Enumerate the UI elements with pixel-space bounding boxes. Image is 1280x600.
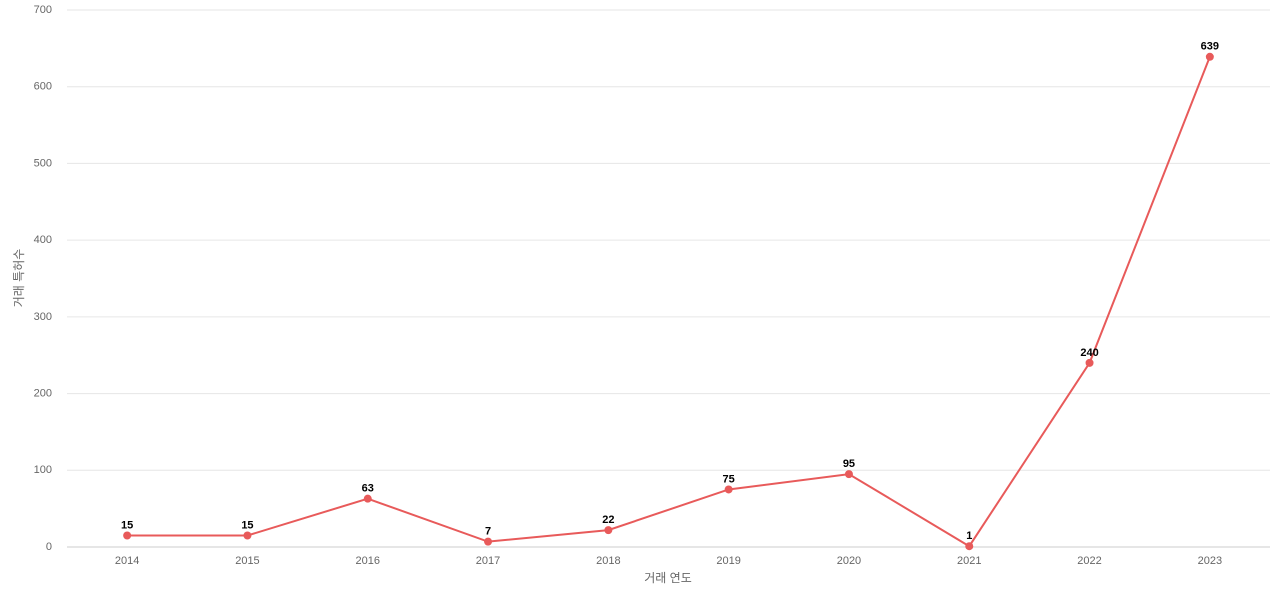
y-tick-label: 300 bbox=[34, 311, 52, 323]
x-tick-label: 2016 bbox=[356, 555, 380, 567]
x-tick-label: 2015 bbox=[235, 555, 259, 567]
y-axis-label: 거래 특허수 bbox=[12, 249, 26, 308]
value-label: 22 bbox=[602, 514, 614, 526]
line bbox=[127, 56, 1211, 548]
point bbox=[965, 542, 974, 551]
value-label: 63 bbox=[362, 483, 374, 495]
value-label: 15 bbox=[241, 519, 253, 531]
point bbox=[243, 531, 252, 540]
point bbox=[363, 494, 372, 503]
x-tick-label: 2023 bbox=[1198, 555, 1222, 567]
y-tick-label: 500 bbox=[34, 157, 52, 169]
x-tick-label: 2014 bbox=[115, 555, 139, 567]
value-label: 15 bbox=[121, 519, 133, 531]
y-tick-label: 600 bbox=[34, 81, 52, 93]
x-tick-label: 2017 bbox=[476, 555, 500, 567]
point bbox=[1205, 52, 1214, 61]
point bbox=[844, 470, 853, 479]
point bbox=[604, 526, 613, 535]
x-axis-label: 거래 연도 bbox=[644, 571, 692, 585]
value-label: 639 bbox=[1201, 41, 1219, 53]
x-tick-label: 2021 bbox=[957, 555, 981, 567]
y-tick-label: 200 bbox=[34, 387, 52, 399]
x-tick-label: 2020 bbox=[837, 555, 861, 567]
value-label: 1 bbox=[966, 530, 972, 542]
value-label: 7 bbox=[485, 526, 491, 538]
x-tick-label: 2022 bbox=[1077, 555, 1101, 567]
value-label: 240 bbox=[1080, 347, 1098, 359]
point bbox=[123, 531, 132, 540]
x-tick-label: 2018 bbox=[596, 555, 620, 567]
point bbox=[724, 485, 733, 494]
value-label: 95 bbox=[843, 458, 855, 470]
y-tick-label: 700 bbox=[34, 4, 52, 16]
point bbox=[1085, 358, 1094, 367]
y-tick-label: 0 bbox=[46, 541, 52, 553]
x-tick-label: 2019 bbox=[716, 555, 740, 567]
value-label: 75 bbox=[723, 473, 735, 485]
point bbox=[484, 537, 493, 546]
y-tick-label: 100 bbox=[34, 464, 52, 476]
y-tick-label: 400 bbox=[34, 234, 52, 246]
